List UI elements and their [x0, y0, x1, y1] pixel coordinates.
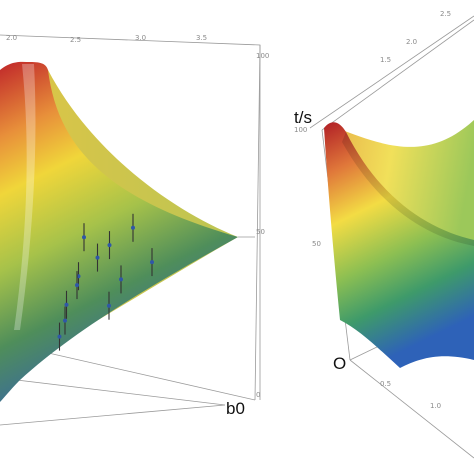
left-x-tick: 2.0 — [6, 34, 17, 42]
left-surface-sheen — [14, 64, 36, 330]
data-point — [131, 225, 135, 230]
right-z-tick: 50 — [312, 240, 321, 248]
data-point — [107, 303, 111, 308]
left-z-tick: 50 — [256, 228, 265, 236]
left-data-points — [57, 213, 154, 351]
left-x-tick: 3.0 — [135, 34, 146, 42]
right-z-ticks: 100 50 — [294, 126, 321, 248]
left-x-tick: 2.5 — [70, 36, 81, 44]
left-z-ticks: 100 50 0 — [256, 52, 269, 399]
right-y-tick: 0.5 — [380, 380, 391, 388]
data-point — [107, 243, 112, 248]
right-x-tick: 2.0 — [406, 38, 417, 46]
right-z-axis-label: t/s — [294, 108, 312, 127]
right-surface-front — [324, 122, 474, 369]
right-y-ticks: 0.5 1.0 — [380, 380, 441, 410]
data-point — [63, 318, 67, 323]
left-surface-front — [0, 61, 238, 403]
right-x-ticks: 2.5 2.0 1.5 — [380, 10, 451, 64]
data-point — [150, 260, 154, 265]
left-z-tick: 0 — [256, 391, 260, 399]
data-point — [57, 334, 62, 339]
right-origin-label: O — [333, 354, 346, 373]
data-point — [75, 283, 79, 288]
right-x-tick: 2.5 — [440, 10, 451, 18]
right-surface-plot: 2.5 2.0 1.5 0.5 1.0 100 50 t/s O — [294, 10, 474, 459]
left-z-tick: 100 — [256, 52, 269, 60]
data-point — [64, 302, 69, 307]
left-y-axis-label: b0 — [226, 399, 245, 418]
left-x-ticks: 2.0 2.5 3.0 3.5 — [6, 34, 207, 44]
left-x-tick: 3.5 — [196, 34, 207, 42]
left-surface-plot: 2.0 2.5 3.0 3.5 100 50 0 b0 — [0, 34, 269, 426]
right-z-tick: 100 — [294, 126, 307, 134]
data-point — [119, 277, 123, 282]
data-point — [82, 235, 86, 240]
data-point — [95, 255, 100, 260]
right-y-tick: 1.0 — [430, 402, 441, 410]
right-x-tick: 1.5 — [380, 56, 391, 64]
